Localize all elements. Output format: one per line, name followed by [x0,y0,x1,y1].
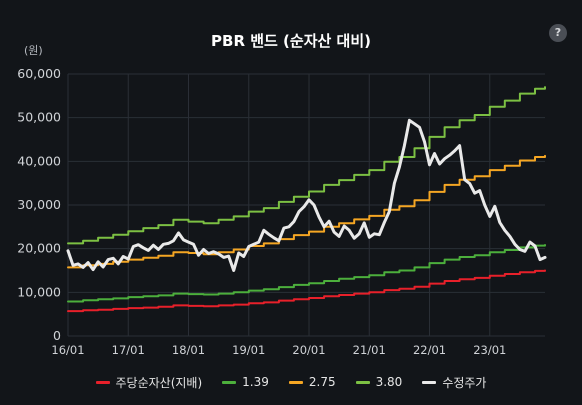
x-tick-label: 23/01 [473,343,506,357]
legend-item[interactable]: 3.80 [355,375,403,389]
x-tick-label: 16/01 [51,343,84,357]
x-tick-label: 19/01 [232,343,265,357]
legend-swatch [95,380,110,384]
y-tick-label: 40,000 [17,153,61,168]
legend-label: 2.75 [308,375,336,389]
x-tick-label: 21/01 [353,343,386,357]
x-tick-label: 17/01 [112,343,145,357]
series-line-4 [66,118,547,272]
y-axis-unit: (원) [24,44,43,57]
y-tick-label: 20,000 [17,241,61,256]
legend-swatch [422,380,437,384]
y-tick-label: 0 [53,328,61,343]
x-tick-label: 22/01 [413,343,446,357]
help-icon[interactable]: ? [549,24,567,42]
legend-swatch [288,380,303,384]
chart-title: PBR 밴드 (순자산 대비) [211,32,371,50]
legend-label: 수정주가 [442,375,487,390]
series-line-1 [67,244,546,303]
y-tick-label: 30,000 [17,197,61,212]
y-tick-label: 10,000 [17,284,61,299]
legend-label: 3.80 [375,375,403,389]
legend-item[interactable]: 2.75 [288,375,336,389]
series-line-2 [67,154,546,269]
legend-label: 주당순자산(지배) [115,375,203,390]
x-tick-label: 18/01 [172,343,205,357]
series-line-3 [67,86,546,245]
series-line-0 [67,269,546,313]
legend-item[interactable]: 수정주가 [422,374,486,391]
legend-item[interactable]: 주당순자산(지배) [95,374,203,391]
x-tick-label: 20/01 [292,343,325,357]
y-tick-label: 60,000 [17,66,61,81]
legend: 주당순자산(지배) 1.39 2.75 3.80 수정주가 [0,372,582,392]
legend-swatch [222,380,237,384]
y-tick-label: 50,000 [17,110,61,125]
legend-swatch [355,380,370,384]
legend-label: 1.39 [242,375,269,389]
legend-item[interactable]: 1.39 [222,375,269,389]
